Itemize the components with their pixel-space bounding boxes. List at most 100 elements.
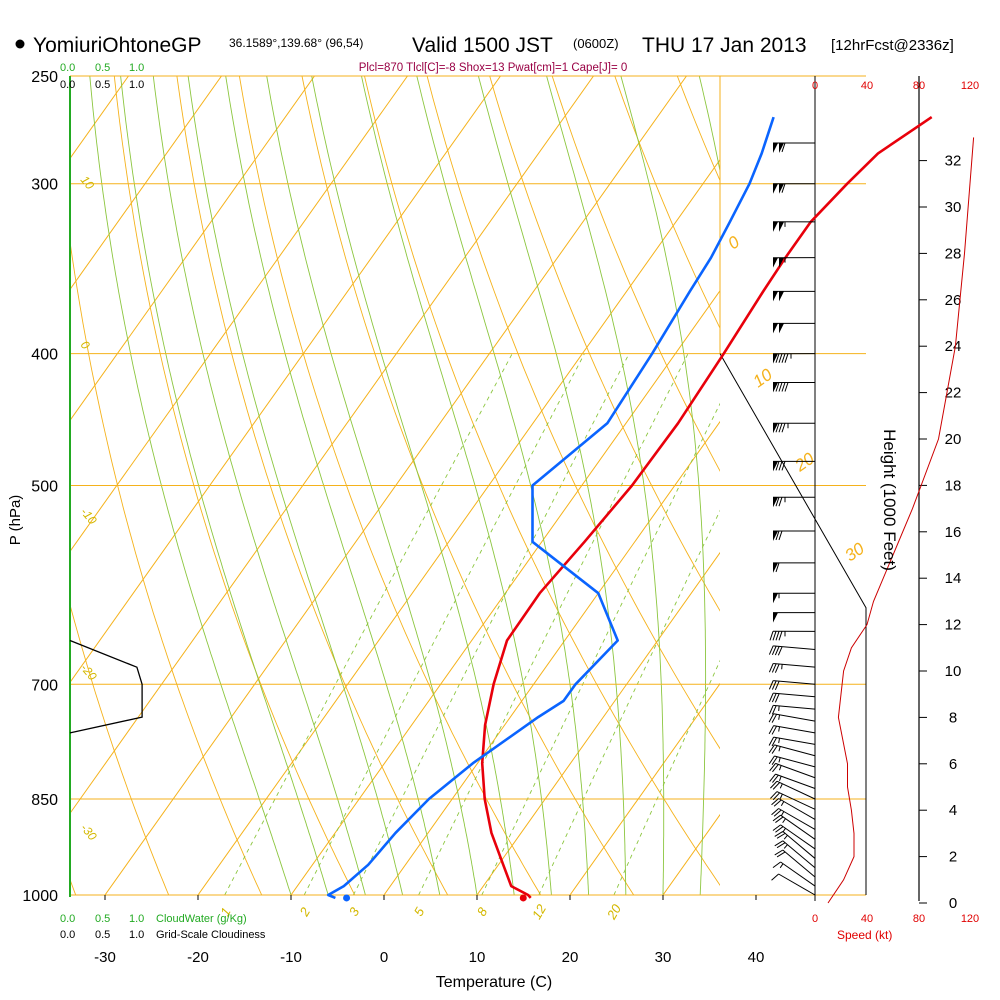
cloud-water-tick-bottom-2: 1.0	[129, 913, 144, 925]
speed-tick-top-0: 0	[812, 80, 818, 92]
wind-barb-flag	[778, 461, 783, 471]
wind-barb-flag	[777, 646, 783, 656]
height-tick-label: 2	[949, 849, 957, 866]
moist-adiabat-label: 30	[841, 539, 868, 566]
wind-barb-pennant	[779, 323, 784, 334]
moist-adiabat-line	[620, 76, 707, 895]
wind-barb	[774, 840, 816, 869]
speed-tick-top-3: 120	[961, 80, 979, 92]
wind-barb-flag	[768, 645, 774, 655]
wind-barb-flag	[774, 849, 784, 856]
moist-adiabat-label: 20	[791, 449, 819, 476]
wind-barb-flag	[774, 646, 780, 656]
wind-barb-half-flag	[778, 726, 781, 732]
dry-adiabat-line	[426, 76, 720, 750]
wind-barb-half-flag	[783, 844, 788, 849]
wind-barb-pennant	[779, 221, 784, 232]
wind-barb-flag	[778, 631, 783, 641]
wind-barb-staff	[773, 713, 816, 722]
wind-barb-half-flag	[779, 793, 783, 799]
hodograph-boundary	[719, 353, 867, 895]
height-tick-label: 4	[949, 802, 957, 819]
wind-barb	[769, 630, 816, 641]
wind-barb-half-flag	[778, 746, 781, 752]
dry-adiabat-line	[364, 76, 720, 887]
wind-barb-staff	[780, 861, 816, 887]
wind-barb-pennant	[773, 291, 778, 302]
dry-adiabat-line	[489, 76, 720, 612]
wind-barb-pennant	[773, 142, 778, 153]
wind-barb-flag	[772, 631, 777, 641]
wind-barb-staff	[773, 692, 816, 698]
wind-barb-flag	[768, 713, 775, 723]
pressure-tick-label: 500	[31, 479, 58, 496]
wind-barb-flag	[768, 744, 775, 754]
height-tick-label: 22	[945, 385, 962, 402]
wind-barb-flag	[772, 774, 779, 783]
height-tick-label: 6	[949, 756, 957, 773]
wind-barb-pennant	[773, 257, 778, 268]
isotherm-line	[569, 682, 720, 895]
wind-barb-flag	[768, 755, 775, 765]
mixing-ratio-label: 8	[474, 904, 491, 918]
wind-barb	[772, 612, 816, 623]
wind-barb-flag	[768, 663, 774, 673]
height-tick-label: 26	[945, 292, 962, 309]
dry-adiabat-label: 0	[78, 338, 93, 352]
wind-barb-staff	[776, 791, 816, 810]
height-tick-label: 16	[945, 524, 962, 541]
forecast-info: [12hrFcst@2336z]	[831, 37, 954, 54]
isotherm-line	[0, 76, 35, 895]
mixing-ratio-line	[538, 509, 720, 895]
wind-speed-profile	[827, 137, 975, 904]
wind-barb-flag	[771, 680, 777, 690]
wind-barb	[774, 849, 816, 878]
wind-barb-pennant	[773, 530, 778, 541]
moist-adiabat-line	[152, 76, 366, 895]
cloudiness-profile	[69, 639, 143, 734]
cloud-scale-top: 0.0 0.5 1.0 0.0 0.5 1.0	[60, 62, 144, 91]
wind-barb-staff	[780, 814, 816, 840]
wind-barb-flag	[771, 873, 779, 881]
wind-barb-staff	[774, 755, 816, 768]
isotherm-line	[70, 76, 222, 291]
pressure-tick-label: 1000	[22, 888, 58, 905]
wind-barb-flag	[781, 353, 786, 363]
wind-barb-flag	[772, 792, 781, 801]
wind-barb-half-flag	[779, 863, 784, 869]
wind-barb-staff	[773, 680, 816, 685]
dry-adiabat-line	[301, 76, 635, 895]
mixing-ratio-line	[418, 353, 689, 895]
station-marker-icon	[15, 39, 25, 49]
mixing-ratio-label: 20	[603, 901, 624, 923]
wind-barb-flag	[776, 842, 786, 849]
wind-barb-flag	[781, 183, 786, 193]
wind-barb-flag	[781, 142, 786, 153]
cloudiness-tick-top-2: 1.0	[129, 79, 144, 91]
wind-barb-flag	[770, 791, 778, 799]
wind-barb	[768, 725, 816, 735]
cloudiness-tick-bottom-2: 1.0	[129, 929, 144, 941]
moist-adiabat-line	[416, 76, 590, 895]
wind-barb-flag	[771, 645, 777, 656]
pressure-tick-label: 700	[31, 677, 58, 694]
moist-adiabat-line	[187, 76, 404, 895]
moist-adiabat-line	[120, 76, 329, 895]
wind-barb-flag	[771, 663, 777, 673]
wind-barb-half-flag	[778, 714, 781, 720]
height-tick-label: 10	[945, 663, 962, 680]
speed-tick-bottom-0: 0	[812, 913, 818, 925]
wind-barb-flag	[774, 831, 784, 837]
wind-barb-pennant	[773, 423, 778, 434]
wind-barb-flag	[769, 773, 776, 782]
wind-barb-flag	[770, 780, 778, 789]
wind-barb-staff	[782, 849, 816, 878]
wind-barb-flag	[772, 861, 781, 869]
wind-barb	[772, 381, 816, 393]
wind-barb-pennant	[773, 221, 778, 232]
wind-barb-flag	[775, 461, 780, 471]
height-tick-label: 20	[945, 431, 962, 448]
dry-adiabat-line	[70, 603, 170, 895]
wind-barb-half-flag	[778, 757, 781, 763]
